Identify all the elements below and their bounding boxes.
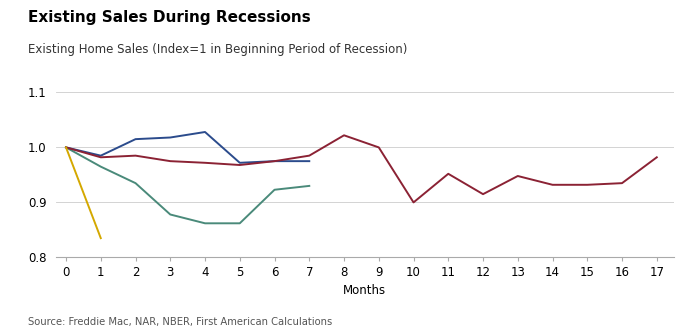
1990 EHS <box>201 221 209 225</box>
1990 EHS <box>131 181 140 185</box>
2001 EHS <box>166 136 174 140</box>
2008-2009 EHS <box>618 181 626 185</box>
2008-2009 EHS <box>375 146 383 149</box>
Line: 2020 EHS: 2020 EHS <box>66 148 101 238</box>
2008-2009 EHS <box>514 174 522 178</box>
2008-2009 EHS <box>131 154 140 158</box>
2008-2009 EHS <box>201 161 209 165</box>
2008-2009 EHS <box>548 183 557 187</box>
2001 EHS <box>201 130 209 134</box>
2001 EHS <box>236 161 244 165</box>
Line: 2008-2009 EHS: 2008-2009 EHS <box>66 135 657 202</box>
2008-2009 EHS <box>62 146 70 149</box>
Text: Source: Freddie Mac, NAR, NBER, First American Calculations: Source: Freddie Mac, NAR, NBER, First Am… <box>28 317 332 327</box>
X-axis label: Months: Months <box>343 284 386 297</box>
2008-2009 EHS <box>583 183 591 187</box>
2008-2009 EHS <box>479 192 487 196</box>
2001 EHS <box>62 146 70 149</box>
1990 EHS <box>166 213 174 216</box>
2008-2009 EHS <box>305 154 313 158</box>
2020 EHS <box>62 146 70 149</box>
1990 EHS <box>62 146 70 149</box>
2008-2009 EHS <box>97 155 105 159</box>
2001 EHS <box>131 137 140 141</box>
2001 EHS <box>305 159 313 163</box>
2001 EHS <box>97 154 105 158</box>
Text: Existing Home Sales (Index=1 in Beginning Period of Recession): Existing Home Sales (Index=1 in Beginnin… <box>28 43 407 56</box>
1990 EHS <box>270 188 279 192</box>
2008-2009 EHS <box>270 159 279 163</box>
Text: Existing Sales During Recessions: Existing Sales During Recessions <box>28 10 311 25</box>
2001 EHS <box>270 159 279 163</box>
2020 EHS <box>97 236 105 240</box>
1990 EHS <box>97 165 105 169</box>
2008-2009 EHS <box>444 172 452 176</box>
1990 EHS <box>236 221 244 225</box>
1990 EHS <box>305 184 313 188</box>
2008-2009 EHS <box>236 163 244 167</box>
2008-2009 EHS <box>653 155 661 159</box>
2008-2009 EHS <box>340 133 348 137</box>
Line: 2001 EHS: 2001 EHS <box>66 132 309 163</box>
2008-2009 EHS <box>409 200 418 204</box>
Line: 1990 EHS: 1990 EHS <box>66 148 309 223</box>
2008-2009 EHS <box>166 159 174 163</box>
